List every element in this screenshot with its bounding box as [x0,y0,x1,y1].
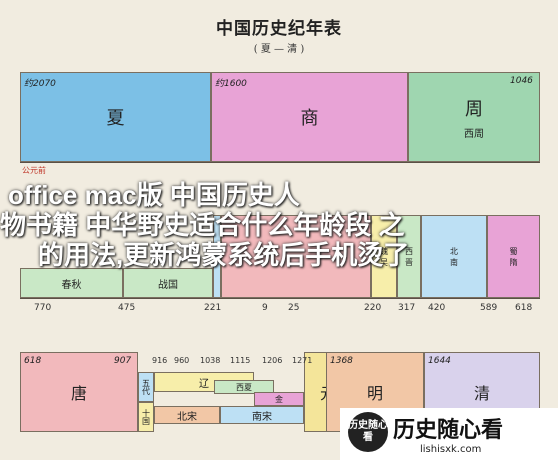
qing-start: 1644 [428,356,451,366]
zhanguo-label: 战国 [158,279,178,291]
row3-tick-960: 960 [174,356,190,365]
qing-label: 清 [473,384,490,403]
jin-block: 西 晋 [397,215,421,298]
page-subtitle: ( 夏 — 清 ) [253,44,305,55]
watermark-url: lishisxk.com [420,444,482,455]
shiguo-label: 十国 [141,409,151,425]
overlay-line-3: 的用法,更新鸿蒙系统后手机烫了 [38,240,410,270]
sui-block: 蜀 隋 [487,215,540,298]
tang-end: 907 [114,356,132,366]
row3-tick-916: 916 [152,356,168,365]
xia-block: 夏 [20,72,211,162]
overlay-line-1: office mac版 中国历史人 [8,180,300,210]
row1-era-label: 公元前 [22,166,46,175]
row2-tick-475: 475 [118,303,136,313]
zhou-block: 周 西周 [408,72,540,162]
row1-axis [20,162,540,163]
shang-start: 约1600 [215,79,247,89]
row2-tick-420: 420 [428,303,446,313]
side-small-2: 吴 [380,257,388,267]
han-block [221,215,371,298]
zhou-start: 1046 [510,76,533,86]
tang-start: 618 [24,356,42,366]
row2-tick-770: 770 [34,303,52,313]
nansong-block: 南宋 [220,406,304,424]
watermark-logo: 历史随心看 [393,417,504,443]
watermark-seal-icon: 历史随心看 [348,412,388,452]
row2-tick-25: 25 [288,303,300,313]
xia-label: 夏 [106,108,125,129]
tang-label: 唐 [70,384,87,403]
row2-tick-221: 221 [204,303,222,313]
row2-tick-317: 317 [398,303,416,313]
shang-label: 商 [300,108,319,129]
qin-block [213,215,221,298]
xia-start: 约2070 [24,79,56,89]
overlay-caption: office mac版 中国历史人 物书籍 中华野史适合什么年龄段 之 的用法,… [0,180,558,270]
side-small-1: 魏 [380,246,388,256]
tang-block: 唐 [20,352,138,432]
shiguo-block: 十国 [138,402,154,432]
ming-label: 明 [366,384,383,403]
jin-block-r3: 金 [254,392,304,406]
wudai-block: 五代 [138,372,154,402]
wudai-label: 五代 [141,379,151,395]
row2-tick-589: 589 [480,303,498,313]
sanguo-block: 魏 吴 [371,215,397,298]
zhou-label: 周 [465,98,483,120]
row3-tick-1115: 1115 [230,356,251,365]
liao-label: 辽 [199,378,209,390]
nanbei-north: 北 [450,246,458,256]
side-small-3: 西 [405,246,413,256]
nansong-label: 南宋 [252,411,272,423]
row3-tick-1271: 1271 [292,356,313,365]
row2-tick-618: 618 [515,303,533,313]
shang-block: 商 [211,72,408,162]
side-small-5: 蜀 [509,246,518,256]
page-title: 中国历史纪年表 [216,19,342,39]
xizhou-label: 西周 [464,128,484,140]
zhanguo-block: 战国 [123,268,213,298]
row2-tick-220: 220 [364,303,382,313]
row3-tick-1038: 1038 [200,356,221,365]
sui-label: 隋 [509,257,518,267]
beisong-label: 北宋 [177,411,197,423]
row3-tick-1206: 1206 [262,356,283,365]
watermark-seal-text: 历史随心看 [348,420,388,443]
nanbei-south: 南 [450,257,458,267]
side-small-4: 晋 [405,257,413,267]
xixia-label: 西夏 [236,382,252,392]
chunqiu-label: 春秋 [61,279,82,291]
overlay-line-2: 物书籍 中华野史适合什么年龄段 之 [0,210,405,240]
ming-start: 1368 [330,356,353,366]
chunqiu-block: 春秋 [20,268,123,298]
xixia-block: 西夏 [214,380,274,394]
row2-axis [20,298,540,299]
beisong-block: 北宋 [154,406,220,424]
nanbeichao-block: 北 南 [421,215,487,298]
row2-tick-9: 9 [262,303,268,313]
jin-label: 金 [275,394,283,404]
